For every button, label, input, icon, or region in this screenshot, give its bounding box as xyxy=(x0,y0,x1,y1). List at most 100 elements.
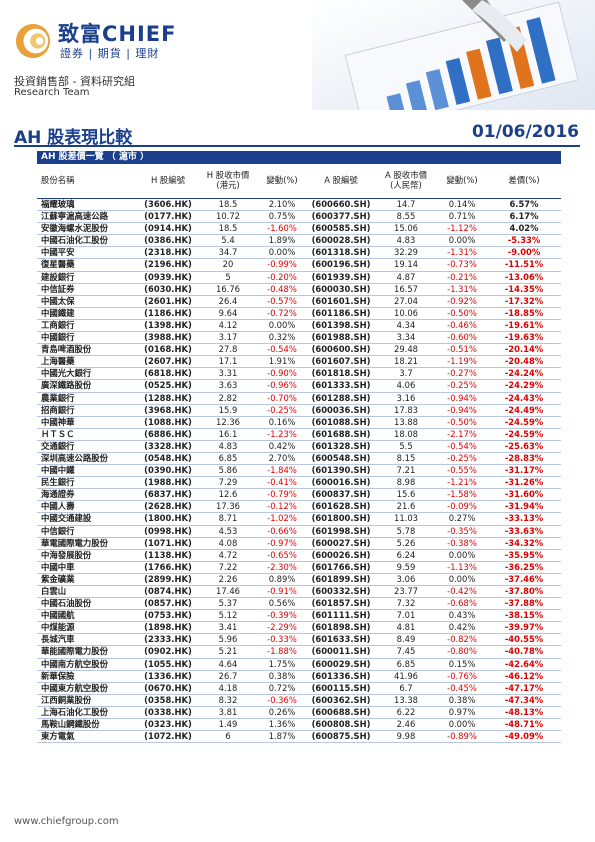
premium-cell: -9.00% xyxy=(487,246,561,260)
stock-name-cell: 中國銀行 xyxy=(37,331,137,345)
h-code-cell: (2318.HK) xyxy=(137,246,199,260)
h-close-cell: 5.4 xyxy=(199,234,257,248)
col-header-h-close-line2: (港元) xyxy=(216,180,240,190)
h-change-cell: -1.02% xyxy=(257,512,307,526)
h-change-cell: -0.25% xyxy=(257,404,307,417)
a-code-cell: (601818.SH) xyxy=(307,367,375,381)
h-code-cell: (2333.HK) xyxy=(137,633,199,647)
premium-cell: -34.32% xyxy=(487,537,561,550)
stock-name-cell: 中海發展股份 xyxy=(37,549,137,562)
h-code-cell: (6818.HK) xyxy=(137,367,199,381)
h-change-cell: 0.72% xyxy=(257,682,307,695)
table-row: 白雲山 (0874.HK) 17.46 -0.91% (600332.SH) 23.77-… xyxy=(37,585,561,599)
h-change-cell: 1.75% xyxy=(257,658,307,671)
premium-cell: -46.12% xyxy=(487,670,561,683)
table-row: 中國交通建設 (1800.HK) 8.71 -1.02% (601800.SH) 11.0… xyxy=(37,512,561,526)
premium-cell: 4.02% xyxy=(487,222,561,236)
ah-premium-table: 股份名稱 H 股編號 H 股收市價 (港元) 變動(%) A 股編號 A 股收市價… xyxy=(37,164,561,744)
table-row: 新華保險 (1336.HK) 26.7 0.38% (601336.SH) 41.96 -0… xyxy=(37,670,561,683)
premium-cell: -11.51% xyxy=(487,258,561,272)
a-change-cell: -0.38% xyxy=(437,537,487,550)
premium-cell: -24.59% xyxy=(487,416,561,429)
table-row: 中國平安 (2318.HK) 34.7 0.00% (601318.SH) 32.29 -1… xyxy=(37,246,561,260)
table-row: 中信銀行 (0998.HK) 4.53 -0.66% (601998.SH) 5.78 -0… xyxy=(37,525,561,538)
title-divider xyxy=(14,145,580,147)
a-close-cell: 7.32 xyxy=(375,597,437,611)
table-row: 深圳高速公路股份 (0548.HK) 6.85 2.70% (600548.SH) 8.1… xyxy=(37,452,561,466)
a-code-cell: (601111.SH) xyxy=(307,609,375,623)
a-code-cell: (601633.SH) xyxy=(307,633,375,647)
h-change-cell: 2.10% xyxy=(257,198,307,212)
a-code-cell: (601998.SH) xyxy=(307,525,375,538)
a-change-cell: -0.50% xyxy=(437,307,487,320)
col-header-a-change: 變動(%) xyxy=(437,164,487,199)
stock-name-cell: 復星醫藥 xyxy=(37,258,137,272)
h-close-cell: 17.1 xyxy=(199,355,257,369)
h-change-cell: -0.39% xyxy=(257,609,307,623)
col-header-premium: 差價(%) xyxy=(487,164,561,199)
a-change-cell: -1.13% xyxy=(437,561,487,574)
stock-name-cell: 中國石油股份 xyxy=(37,597,137,611)
h-change-cell: -2.29% xyxy=(257,621,307,635)
premium-cell: -14.35% xyxy=(487,283,561,296)
a-close-cell: 2.46 xyxy=(375,718,437,732)
table-row: 江蘇寧滬高速公路 (0177.HK) 10.72 0.75% (600377.SH) 8.… xyxy=(37,210,561,224)
h-close-cell: 34.7 xyxy=(199,246,257,260)
h-change-cell: -1.88% xyxy=(257,645,307,659)
stock-name-cell: 華電國際電力股份 xyxy=(37,537,137,550)
h-code-cell: (1288.HK) xyxy=(137,392,199,405)
a-change-cell: -0.51% xyxy=(437,343,487,357)
stock-name-cell: 交通銀行 xyxy=(37,440,137,453)
a-code-cell: (600600.SH) xyxy=(307,343,375,357)
a-change-cell: 0.97% xyxy=(437,706,487,720)
h-change-cell: -0.97% xyxy=(257,537,307,550)
a-change-cell: 0.27% xyxy=(437,512,487,526)
h-code-cell: (6837.HK) xyxy=(137,488,199,502)
h-close-cell: 18.5 xyxy=(199,222,257,236)
stock-name-cell: 中國東方航空股份 xyxy=(37,682,137,695)
a-close-cell: 15.06 xyxy=(375,222,437,236)
a-close-cell: 5.5 xyxy=(375,440,437,453)
a-code-cell: (600011.SH) xyxy=(307,645,375,659)
a-close-cell: 6.22 xyxy=(375,706,437,720)
a-code-cell: (601333.SH) xyxy=(307,379,375,393)
h-code-cell: (1088.HK) xyxy=(137,416,199,429)
premium-cell: -36.25% xyxy=(487,561,561,574)
h-code-cell: (3968.HK) xyxy=(137,404,199,417)
h-code-cell: (1398.HK) xyxy=(137,319,199,333)
h-change-cell: -0.65% xyxy=(257,549,307,562)
a-close-cell: 3.7 xyxy=(375,367,437,381)
h-close-cell: 7.29 xyxy=(199,476,257,490)
h-close-cell: 5.86 xyxy=(199,464,257,478)
table-row: 馬鞍山鋼鐵股份 (0323.HK) 1.49 1.36% (600808.SH) 2.46… xyxy=(37,718,561,732)
stock-name-cell: 紫金礦業 xyxy=(37,573,137,587)
a-code-cell: (601688.SH) xyxy=(307,428,375,441)
premium-cell: -20.14% xyxy=(487,343,561,357)
a-code-cell: (600028.SH) xyxy=(307,234,375,248)
h-change-cell: -0.90% xyxy=(257,367,307,381)
a-change-cell: -0.82% xyxy=(437,633,487,647)
h-close-cell: 4.64 xyxy=(199,658,257,671)
col-header-a-close-line2: (人民幣) xyxy=(390,180,422,190)
h-close-cell: 2.26 xyxy=(199,573,257,587)
h-code-cell: (3328.HK) xyxy=(137,440,199,453)
stock-name-cell: 中國鐵建 xyxy=(37,307,137,320)
a-close-cell: 14.7 xyxy=(375,198,437,212)
a-code-cell: (601607.SH) xyxy=(307,355,375,369)
h-close-cell: 20 xyxy=(199,258,257,272)
table-row: 中國光大銀行 (6818.HK) 3.31 -0.90% (601818.SH) 3.7-… xyxy=(37,367,561,381)
h-close-cell: 4.18 xyxy=(199,682,257,695)
h-close-cell: 26.4 xyxy=(199,295,257,308)
a-change-cell: -1.58% xyxy=(437,488,487,502)
a-code-cell: (600029.SH) xyxy=(307,658,375,671)
h-change-cell: -0.20% xyxy=(257,271,307,284)
a-close-cell: 11.03 xyxy=(375,512,437,526)
brand-tagline: 證券 | 期貨 | 理財 xyxy=(60,47,160,60)
table-row: 紫金礦業 (2899.HK) 2.26 0.89% (601899.SH) 3.06 0.0… xyxy=(37,573,561,587)
stock-name-cell: 馬鞍山鋼鐵股份 xyxy=(37,718,137,732)
premium-cell: -40.78% xyxy=(487,645,561,659)
a-code-cell: (601628.SH) xyxy=(307,500,375,514)
ah-premium-table-section: AH 股差價一覽 （ 滬市 ） 股份名稱 H 股編號 H 股收市價 (港元) 變動… xyxy=(37,151,561,744)
h-code-cell: (0177.HK) xyxy=(137,210,199,224)
h-change-cell: 0.26% xyxy=(257,706,307,720)
